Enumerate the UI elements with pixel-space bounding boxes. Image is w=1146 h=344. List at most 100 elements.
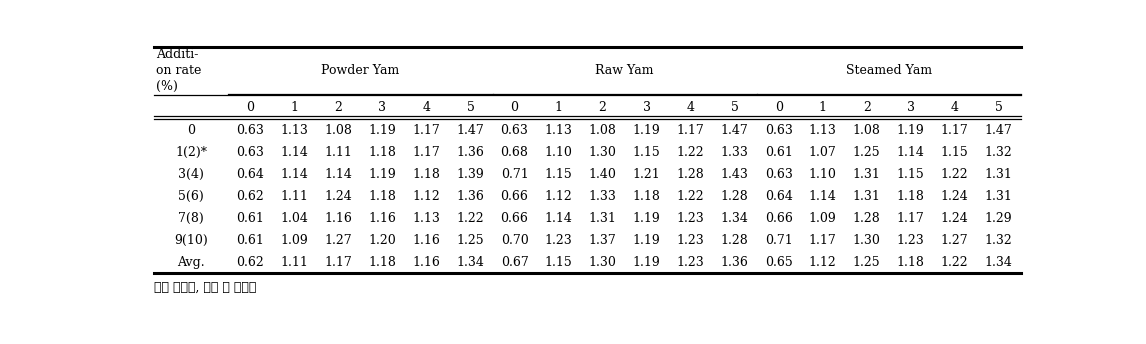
Text: 1.18: 1.18 — [413, 168, 440, 181]
Text: 1.17: 1.17 — [413, 146, 440, 159]
Text: 1.34: 1.34 — [721, 212, 748, 225]
Text: 1.24: 1.24 — [324, 190, 352, 203]
Text: 1.30: 1.30 — [853, 234, 880, 247]
Text: 1.33: 1.33 — [589, 190, 617, 203]
Text: 2: 2 — [335, 101, 343, 114]
Text: 1.30: 1.30 — [589, 256, 617, 269]
Text: 3: 3 — [643, 101, 651, 114]
Text: 1.15: 1.15 — [941, 146, 968, 159]
Text: 1.18: 1.18 — [369, 256, 397, 269]
Text: 0.63: 0.63 — [764, 124, 793, 137]
Text: 1.31: 1.31 — [984, 190, 1013, 203]
Text: 1.13: 1.13 — [544, 124, 573, 137]
Text: 1.31: 1.31 — [853, 168, 880, 181]
Text: 0.61: 0.61 — [764, 146, 793, 159]
Text: 1.47: 1.47 — [456, 124, 485, 137]
Text: 1.31: 1.31 — [853, 190, 880, 203]
Text: 0.66: 0.66 — [501, 190, 528, 203]
Text: 1.08: 1.08 — [324, 124, 352, 137]
Text: 1.34: 1.34 — [984, 256, 1013, 269]
Text: 0.71: 0.71 — [764, 234, 793, 247]
Text: 5: 5 — [466, 101, 474, 114]
Text: 1.22: 1.22 — [677, 190, 705, 203]
Text: 0.61: 0.61 — [236, 234, 265, 247]
Text: 1.17: 1.17 — [809, 234, 837, 247]
Text: 1.18: 1.18 — [897, 256, 925, 269]
Text: 1.15: 1.15 — [544, 168, 572, 181]
Text: 0: 0 — [775, 101, 783, 114]
Text: 1.22: 1.22 — [457, 212, 485, 225]
Text: 1.17: 1.17 — [941, 124, 968, 137]
Text: 1.15: 1.15 — [633, 146, 660, 159]
Text: 5: 5 — [731, 101, 738, 114]
Text: 1.18: 1.18 — [369, 146, 397, 159]
Text: 1.17: 1.17 — [413, 124, 440, 137]
Text: 0.67: 0.67 — [501, 256, 528, 269]
Text: 1.36: 1.36 — [456, 190, 485, 203]
Text: 1.14: 1.14 — [281, 168, 308, 181]
Text: 1.23: 1.23 — [677, 256, 705, 269]
Text: 1.33: 1.33 — [721, 146, 748, 159]
Text: 0.66: 0.66 — [764, 212, 793, 225]
Text: 1.18: 1.18 — [897, 190, 925, 203]
Text: 4: 4 — [423, 101, 431, 114]
Text: Raw Yam: Raw Yam — [595, 64, 654, 77]
Text: 1.17: 1.17 — [324, 256, 352, 269]
Text: 0.62: 0.62 — [236, 256, 265, 269]
Text: 1.18: 1.18 — [369, 190, 397, 203]
Text: 1.11: 1.11 — [281, 190, 308, 203]
Text: 1.21: 1.21 — [633, 168, 660, 181]
Text: 1.09: 1.09 — [281, 234, 308, 247]
Text: 1.47: 1.47 — [984, 124, 1013, 137]
Text: 4: 4 — [951, 101, 959, 114]
Text: 1.19: 1.19 — [633, 234, 660, 247]
Text: 1.37: 1.37 — [589, 234, 617, 247]
Text: 1.16: 1.16 — [413, 234, 440, 247]
Text: 1.15: 1.15 — [897, 168, 925, 181]
Text: 0.63: 0.63 — [501, 124, 528, 137]
Text: 4: 4 — [686, 101, 694, 114]
Text: 1.34: 1.34 — [456, 256, 485, 269]
Text: 1.31: 1.31 — [589, 212, 617, 225]
Text: 9(10): 9(10) — [174, 234, 209, 247]
Text: 1.29: 1.29 — [984, 212, 1013, 225]
Text: 0.68: 0.68 — [501, 146, 528, 159]
Text: 2: 2 — [863, 101, 871, 114]
Text: 1.16: 1.16 — [324, 212, 352, 225]
Text: ＊（ ）생마, 증자 마 첨가량: ＊（ ）생마, 증자 마 첨가량 — [154, 280, 257, 293]
Text: 1.13: 1.13 — [809, 124, 837, 137]
Text: 0.62: 0.62 — [236, 190, 265, 203]
Text: 1.22: 1.22 — [677, 146, 705, 159]
Text: 1.40: 1.40 — [589, 168, 617, 181]
Text: 1.19: 1.19 — [633, 124, 660, 137]
Text: 1.24: 1.24 — [941, 190, 968, 203]
Text: 1.14: 1.14 — [324, 168, 352, 181]
Text: 1.04: 1.04 — [281, 212, 308, 225]
Text: 1.24: 1.24 — [941, 212, 968, 225]
Text: 0.61: 0.61 — [236, 212, 265, 225]
Text: 0: 0 — [187, 124, 195, 137]
Text: 1.17: 1.17 — [677, 124, 705, 137]
Text: 1.25: 1.25 — [853, 146, 880, 159]
Text: 1.10: 1.10 — [544, 146, 573, 159]
Text: 1.23: 1.23 — [897, 234, 925, 247]
Text: 1.27: 1.27 — [941, 234, 968, 247]
Text: 7(8): 7(8) — [179, 212, 204, 225]
Text: 1.22: 1.22 — [941, 256, 968, 269]
Text: 1.23: 1.23 — [677, 212, 705, 225]
Text: 1.43: 1.43 — [721, 168, 748, 181]
Text: 1.25: 1.25 — [457, 234, 485, 247]
Text: 1.08: 1.08 — [589, 124, 617, 137]
Text: 0: 0 — [510, 101, 518, 114]
Text: 1.15: 1.15 — [544, 256, 572, 269]
Text: 1.19: 1.19 — [633, 256, 660, 269]
Text: 0.64: 0.64 — [764, 190, 793, 203]
Text: 1.36: 1.36 — [721, 256, 748, 269]
Text: 1.19: 1.19 — [369, 168, 397, 181]
Text: 1.28: 1.28 — [721, 234, 748, 247]
Text: 0: 0 — [246, 101, 254, 114]
Text: 2: 2 — [598, 101, 606, 114]
Text: 1.14: 1.14 — [544, 212, 573, 225]
Text: 3(4): 3(4) — [179, 168, 204, 181]
Text: 1.16: 1.16 — [413, 256, 440, 269]
